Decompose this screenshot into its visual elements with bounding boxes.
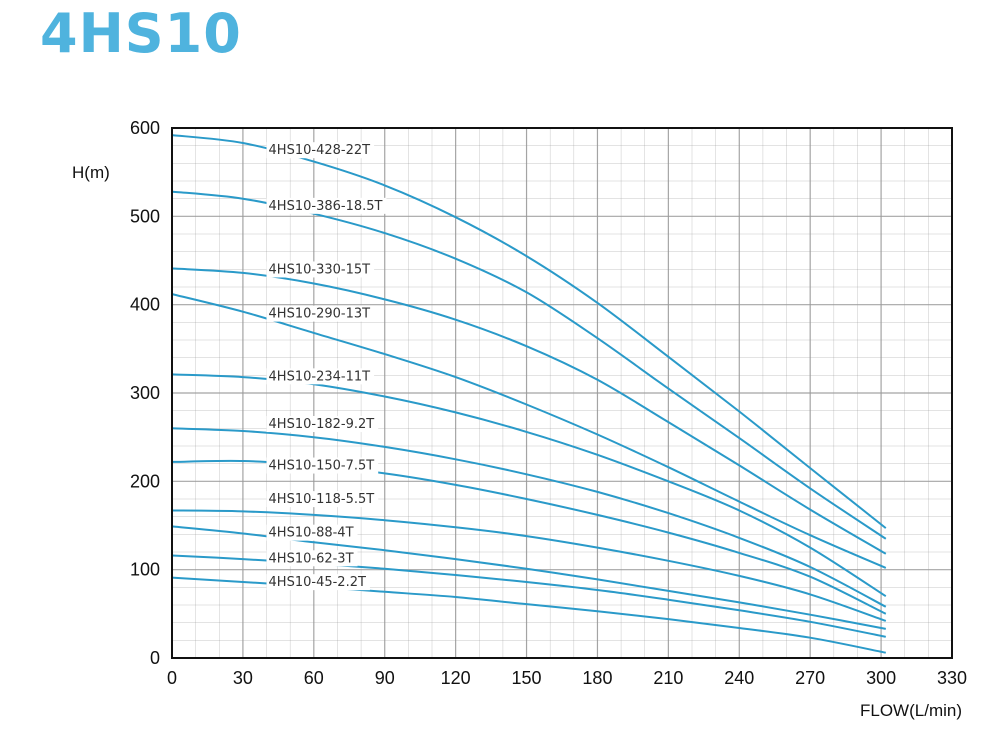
x-tick-label: 180 (582, 668, 612, 688)
y-axis-label: H(m) (72, 163, 110, 182)
page-title: 4HS10 (40, 2, 242, 65)
series-label: 4HS10-45-2.2T (269, 575, 366, 590)
series-label: 4HS10-150-7.5T (269, 459, 375, 474)
series-label-bg (266, 550, 358, 567)
series-label-bg (266, 491, 379, 508)
series-label: 4HS10-118-5.5T (269, 492, 375, 507)
y-tick-label: 300 (130, 383, 160, 403)
series-label: 4HS10-62-3T (269, 551, 354, 566)
series-label-bg (266, 574, 370, 591)
y-tick-label: 500 (130, 206, 160, 226)
series-line (171, 554, 886, 638)
series-label-bg (266, 457, 379, 474)
series-label-bg (266, 368, 375, 385)
series-label-bg (266, 416, 379, 433)
x-tick-label: 240 (724, 668, 754, 688)
x-tick-label: 150 (512, 668, 542, 688)
series-line (171, 509, 887, 622)
y-tick-label: 400 (130, 295, 160, 315)
y-tick-label: 200 (130, 471, 160, 491)
series-labels: 4HS10-428-22T 4HS10-386-18.5T 4HS10-330-15… (266, 142, 387, 591)
series-label: 4HS10-88-4T (269, 526, 354, 541)
x-tick-label: 300 (866, 668, 896, 688)
x-tick-label: 90 (375, 668, 395, 688)
series-label: 4HS10-234-11T (269, 369, 371, 384)
x-tick-label: 0 (167, 668, 177, 688)
y-tick-label: 600 (130, 118, 160, 138)
x-axis-label: FLOW(L/min) (860, 701, 962, 720)
series-line (171, 190, 887, 540)
y-tick-label: 100 (130, 560, 160, 580)
x-tick-label: 30 (233, 668, 253, 688)
series-label: 4HS10-330-15T (269, 262, 371, 277)
x-tick-label: 210 (653, 668, 683, 688)
x-tick-labels: 0 30 60 90 120 150 180 210 240 270 300 330 (167, 668, 967, 688)
series-line (171, 267, 887, 555)
series-label-bg (266, 197, 387, 214)
y-tick-label: 0 (150, 648, 160, 668)
series-label: 4HS10-290-13T (269, 307, 371, 322)
series-line (171, 293, 887, 569)
y-tick-labels: 0 100 200 300 400 500 600 (130, 118, 160, 668)
series-line (171, 427, 887, 608)
x-tick-label: 270 (795, 668, 825, 688)
series-label-bg (266, 305, 375, 322)
series-label: 4HS10-386-18.5T (269, 199, 383, 214)
series-label-bg (266, 524, 358, 541)
series-label: 4HS10-428-22T (269, 143, 371, 158)
series-label-bg (266, 261, 375, 278)
x-tick-label: 120 (441, 668, 471, 688)
series-label: 4HS10-182-9.2T (269, 417, 375, 432)
plot-frame (171, 127, 953, 659)
x-tick-label: 60 (304, 668, 324, 688)
series-label-bg (266, 142, 375, 159)
x-tick-label: 330 (937, 668, 967, 688)
